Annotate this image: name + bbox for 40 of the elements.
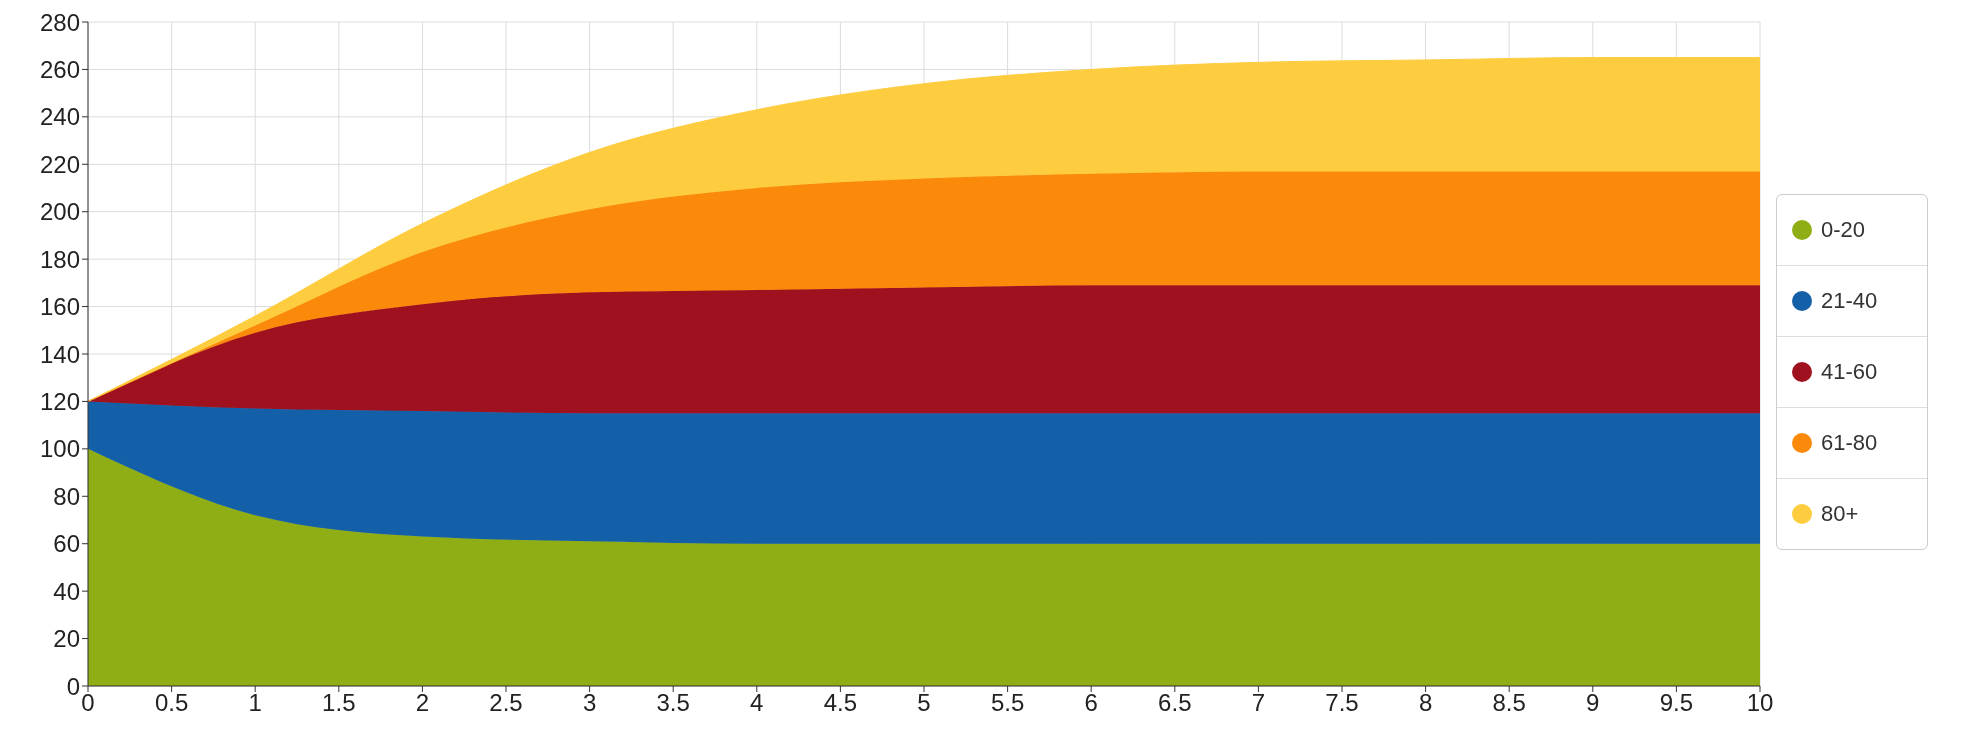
y-tick-label: 160 <box>39 293 80 321</box>
x-tick-label: 2.5 <box>489 689 523 717</box>
y-tick-label: 120 <box>39 387 80 415</box>
y-tick-label: 60 <box>53 530 80 558</box>
x-tick-label: 5.5 <box>990 689 1025 717</box>
legend-label: 41-60 <box>1821 359 1878 385</box>
x-tick-label: 6 <box>1084 689 1098 717</box>
x-tick-label: 7 <box>1251 689 1266 717</box>
y-tick-label: 20 <box>53 625 80 653</box>
x-tick-label: 4 <box>750 689 764 717</box>
y-tick-label: 220 <box>39 150 80 178</box>
legend-label: 61-80 <box>1821 430 1878 456</box>
x-tick-label: 8.5 <box>1492 689 1526 717</box>
x-tick-label: 4.5 <box>823 689 858 717</box>
x-tick-label: 7.5 <box>1325 689 1359 717</box>
legend-label: 80+ <box>1821 501 1859 527</box>
y-tick-label: 180 <box>39 245 80 273</box>
y-tick-label: 80 <box>53 482 80 510</box>
y-tick-label: 200 <box>39 198 80 226</box>
x-tick-label: 0.5 <box>154 689 189 717</box>
y-tick-label: 100 <box>39 435 80 463</box>
x-tick-label: 10 <box>1746 689 1774 717</box>
y-tick-label: 260 <box>39 55 80 83</box>
y-tick-label: 280 <box>39 8 80 36</box>
y-tick-label: 0 <box>66 672 80 700</box>
x-tick-label: 3 <box>582 689 597 717</box>
x-tick-label: 1 <box>248 689 262 717</box>
x-tick-label: 5 <box>917 689 931 717</box>
legend-label: 0-20 <box>1821 217 1866 243</box>
x-tick-label: 8 <box>1418 689 1433 717</box>
x-tick-label: 6.5 <box>1158 689 1192 717</box>
y-tick-label: 240 <box>39 103 80 131</box>
x-tick-label: 9 <box>1586 689 1600 717</box>
y-tick-label: 140 <box>39 340 80 368</box>
x-tick-label: 2 <box>415 689 430 717</box>
y-tick-label: 40 <box>53 577 80 605</box>
x-tick-label: 9.5 <box>1659 689 1694 717</box>
x-tick-label: 1.5 <box>322 689 356 717</box>
legend-label: 21-40 <box>1821 288 1878 314</box>
x-tick-label: 3.5 <box>656 689 690 717</box>
